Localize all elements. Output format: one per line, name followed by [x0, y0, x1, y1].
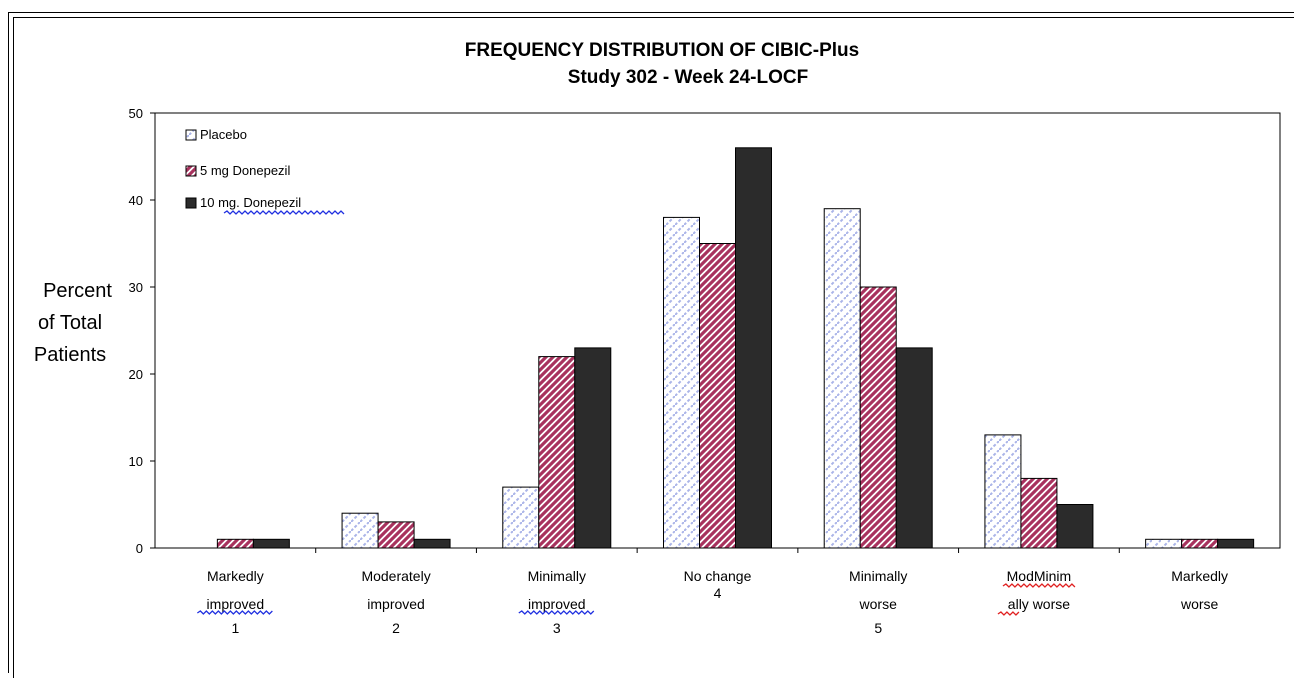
bar-placebo	[663, 216, 700, 549]
bar-placebo	[823, 208, 861, 549]
bar-placebo	[341, 512, 379, 549]
y-axis-ticks: 0 10 20 30 40 50	[129, 106, 155, 556]
x-category-label: No change	[684, 568, 752, 584]
legend-swatch-placebo	[185, 129, 197, 141]
y-tick-label: 40	[129, 193, 143, 208]
x-category-label: Minimally	[849, 568, 907, 584]
legend: Placebo 5 mg Donepezil 10 mg. Donepezil	[185, 127, 301, 210]
legend-swatch-5mg-donepezil	[185, 165, 197, 177]
spellcheck-underline	[196, 610, 273, 615]
x-category-label: improved	[367, 596, 425, 612]
inner-frame	[13, 17, 1294, 678]
x-category-label: 3	[553, 620, 561, 636]
spellcheck-underline	[223, 210, 345, 215]
x-category-label: Moderately	[361, 568, 430, 584]
bar-10mg-donepezil	[252, 538, 290, 549]
y-tick-label: 50	[129, 106, 143, 121]
x-category-label: improved	[207, 596, 265, 612]
x-category-label: 1	[231, 620, 239, 636]
bar-10mg-donepezil	[413, 538, 451, 549]
bar-5mg-donepezil	[859, 286, 897, 549]
bar-5mg-donepezil	[377, 521, 415, 549]
x-category-label: worse	[1180, 596, 1219, 612]
bar-5mg-donepezil	[699, 243, 736, 549]
y-tick-label: 20	[129, 367, 143, 382]
spellcheck-underline	[1002, 583, 1076, 588]
x-category-label: Markedly	[207, 568, 264, 584]
x-axis-categories: Markedly improved 1 Moderately improved 2 Mini…	[196, 210, 1228, 636]
legend-swatch-10mg-donepezil	[185, 197, 197, 209]
bar-5mg-donepezil	[1181, 538, 1219, 549]
x-category-label: ally worse	[1008, 596, 1070, 612]
bar-10mg-donepezil	[1217, 538, 1255, 549]
bar-5mg-donepezil	[538, 356, 576, 549]
bars	[216, 147, 1255, 549]
x-category-label: ModMinim	[1007, 568, 1072, 584]
x-category-label: 5	[874, 620, 882, 636]
x-category-label: Minimally	[528, 568, 586, 584]
bar-5mg-donepezil	[1020, 477, 1058, 549]
y-label-line: Percent	[43, 280, 112, 302]
y-tick-label: 30	[129, 280, 143, 295]
y-label-line: Patients	[34, 344, 106, 366]
x-category-label: Markedly	[1171, 568, 1228, 584]
bar-10mg-donepezil	[574, 347, 612, 549]
bar-placebo	[502, 486, 540, 549]
y-tick-label: 10	[129, 454, 143, 469]
outer-frame	[8, 12, 1294, 673]
bar-5mg-donepezil	[216, 538, 254, 549]
x-category-label: 4	[714, 585, 722, 601]
y-tick-label: 0	[136, 541, 143, 556]
legend-label-10mg-donepezil: 10 mg. Donepezil	[200, 195, 301, 210]
y-label-line: of Total	[38, 312, 102, 334]
bar-placebo	[984, 434, 1022, 549]
chart-title: FREQUENCY DISTRIBUTION OF CIBIC-Plus	[465, 40, 859, 61]
bar-10mg-donepezil	[1056, 504, 1094, 549]
x-category-label: improved	[528, 596, 586, 612]
y-axis-label: Percent of Total Patients	[34, 280, 113, 366]
x-category-label: 2	[392, 620, 400, 636]
legend-label-5mg-donepezil: 5 mg Donepezil	[200, 163, 290, 178]
bar-10mg-donepezil	[735, 147, 772, 549]
x-category-label: worse	[859, 596, 898, 612]
bar-10mg-donepezil	[895, 347, 933, 549]
bar-placebo	[1145, 538, 1183, 549]
spellcheck-underline	[518, 610, 595, 615]
legend-label-placebo: Placebo	[200, 127, 247, 142]
chart-subtitle: Study 302 - Week 24-LOCF	[568, 67, 808, 88]
spellcheck-underline	[997, 611, 1020, 616]
